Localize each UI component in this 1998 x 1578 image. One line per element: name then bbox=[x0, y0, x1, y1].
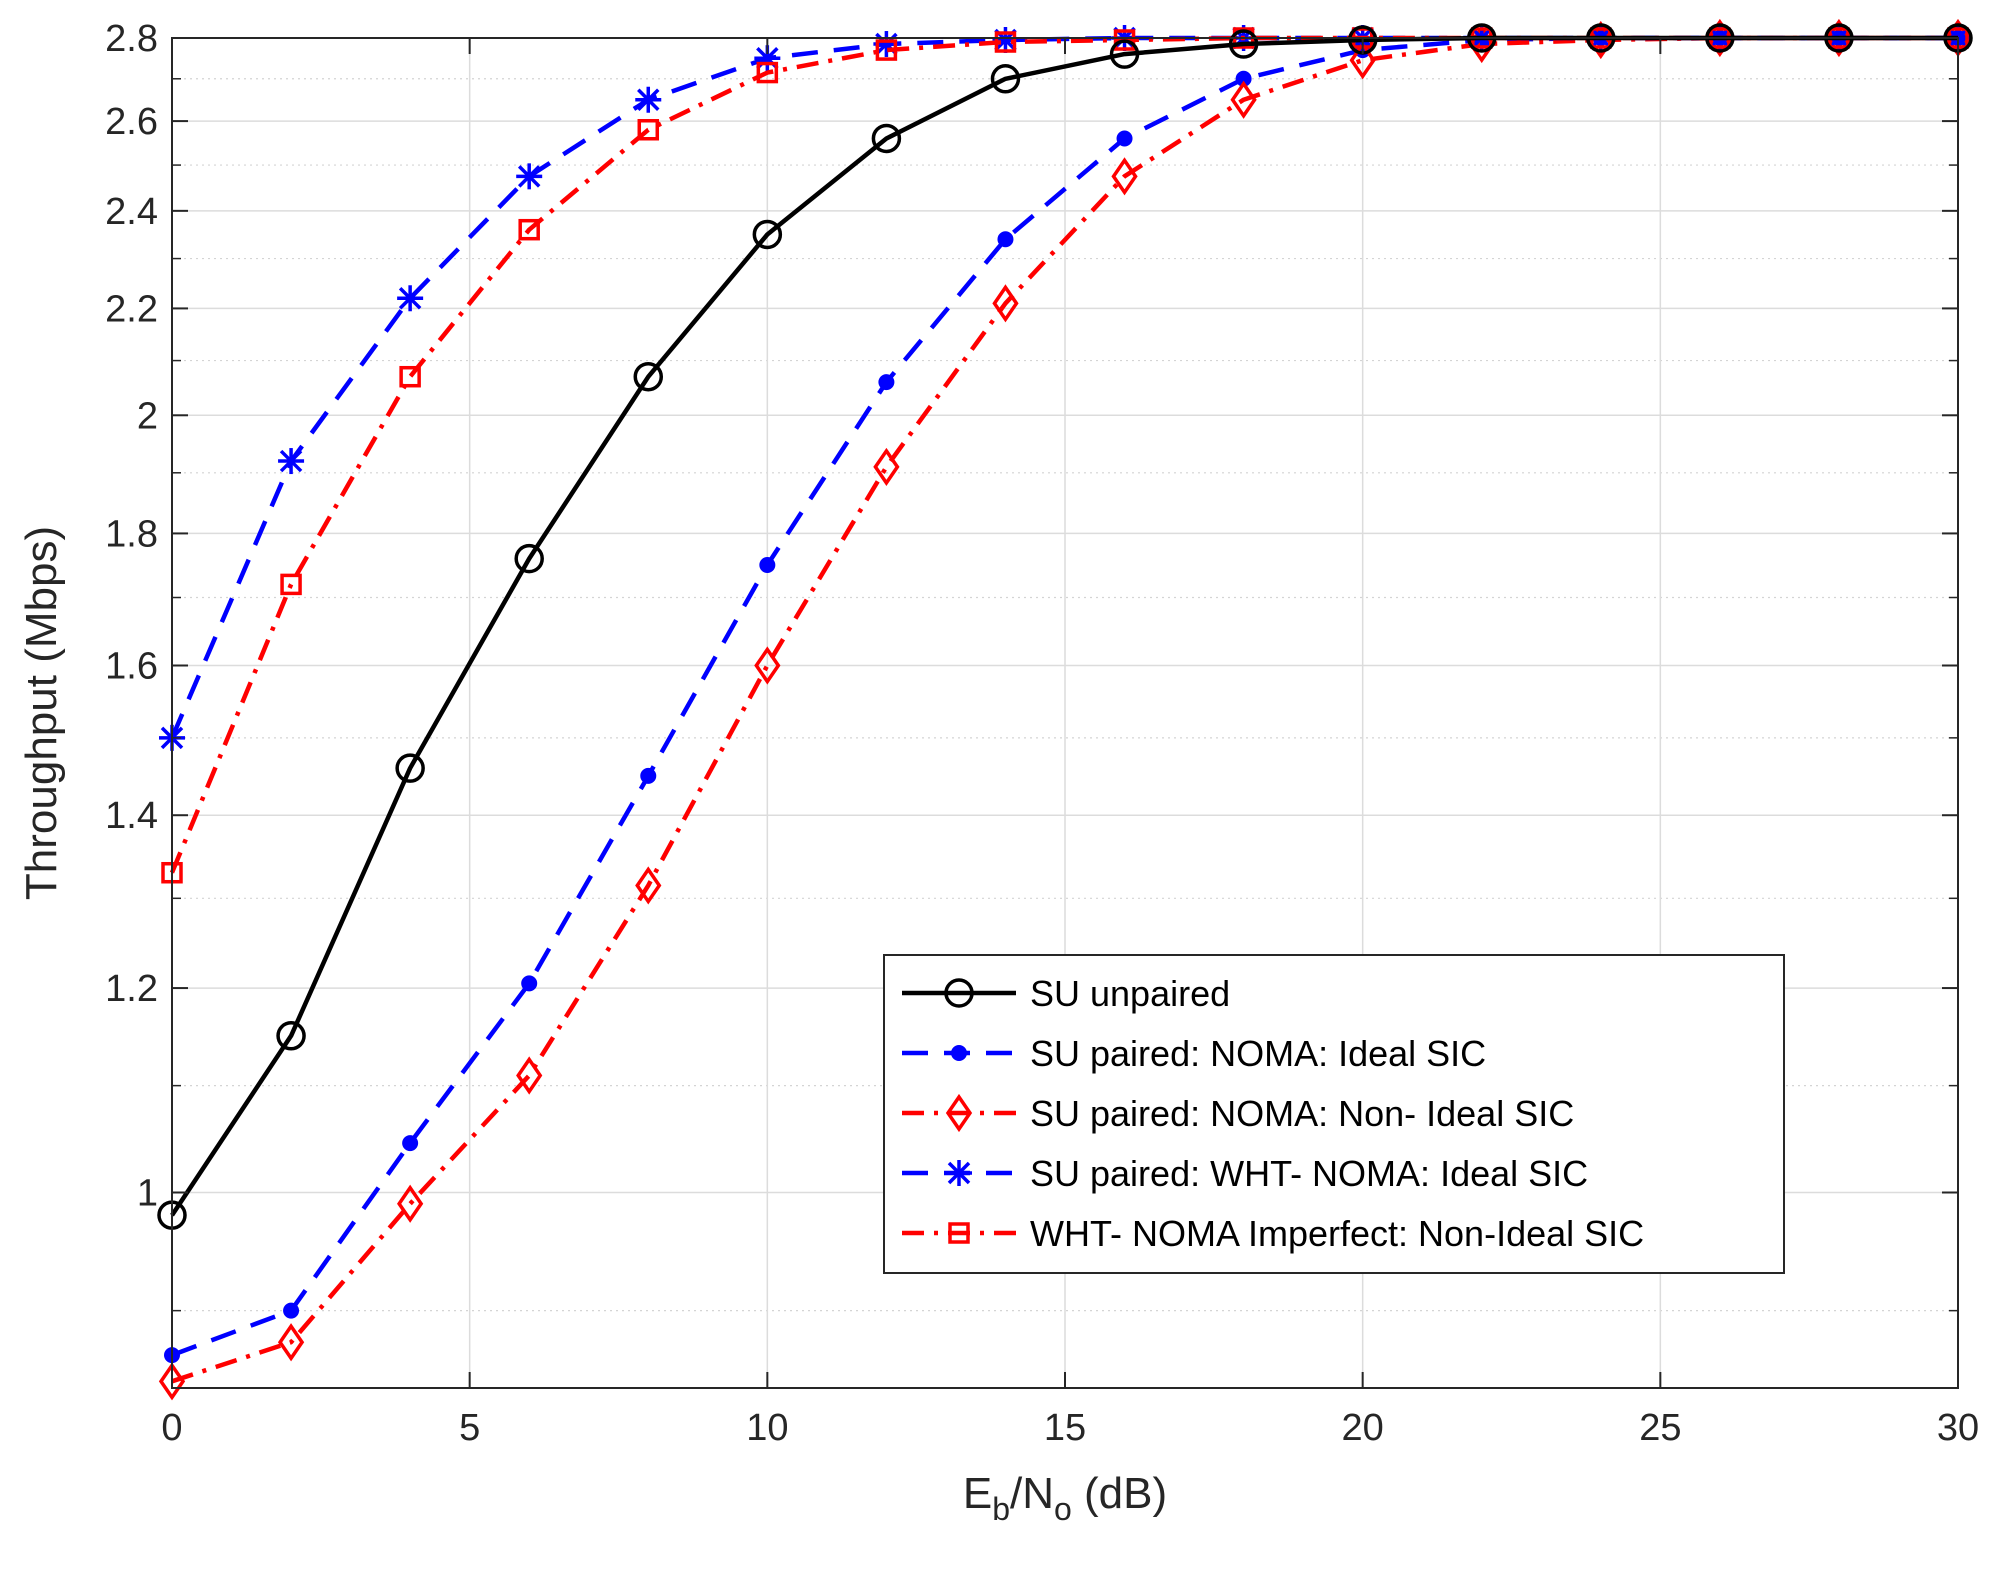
legend-label-noma-nonideal: SU paired: NOMA: Non- Ideal SIC bbox=[1030, 1093, 1574, 1134]
x-tick-label: 5 bbox=[459, 1407, 480, 1449]
data-point-dot bbox=[997, 231, 1014, 248]
data-point-dot bbox=[402, 1135, 419, 1152]
data-point-diamond bbox=[516, 1056, 543, 1095]
x-tick-label: 30 bbox=[1937, 1407, 1979, 1449]
x-label-sub2: o bbox=[1054, 1491, 1072, 1527]
data-point-dot bbox=[951, 1045, 967, 1061]
data-point-square bbox=[399, 365, 421, 388]
series-line bbox=[169, 35, 1958, 874]
y-tick-label: 1.8 bbox=[105, 513, 158, 555]
data-point-square bbox=[518, 218, 540, 241]
y-tick-label: 2.8 bbox=[105, 18, 158, 60]
data-point-dot bbox=[283, 1302, 300, 1319]
data-point-circle bbox=[944, 978, 974, 1008]
y-tick-label: 1.4 bbox=[105, 795, 158, 837]
x-tick-label: 20 bbox=[1342, 1407, 1384, 1449]
legend-sample-1 bbox=[902, 1045, 1016, 1061]
data-point-dot bbox=[878, 374, 895, 391]
data-point-circle bbox=[395, 753, 425, 783]
data-point-asterisk bbox=[946, 1160, 972, 1186]
y-tick-label: 1.2 bbox=[105, 968, 158, 1010]
x-tick-label: 10 bbox=[746, 1407, 788, 1449]
data-point-square bbox=[875, 39, 898, 61]
data-point-circle bbox=[1228, 29, 1259, 59]
data-point-dot bbox=[640, 767, 657, 784]
data-point-diamond bbox=[277, 1323, 305, 1362]
x-axis-label: Eb/No (dB) bbox=[963, 1469, 1167, 1527]
data-point-circle bbox=[990, 64, 1021, 94]
y-tick-label: 1.6 bbox=[105, 645, 158, 687]
legend-label-su-unpaired: SU unpaired bbox=[1030, 973, 1230, 1014]
legend: SU unpaired SU paired: NOMA: Ideal SIC S… bbox=[883, 954, 1785, 1274]
data-point-dot bbox=[521, 975, 538, 992]
asterisk-stroke bbox=[947, 1161, 971, 1185]
data-point-asterisk bbox=[278, 448, 305, 475]
legend-label-wht-noma-ideal: SU paired: WHT- NOMA: Ideal SIC bbox=[1030, 1153, 1588, 1194]
y-tick-label: 2 bbox=[137, 395, 158, 437]
y-tick-label: 2.4 bbox=[105, 191, 158, 233]
asterisk-stroke bbox=[517, 165, 541, 188]
data-point-square bbox=[637, 119, 660, 141]
y-axis-label: Throughput (Mbps) bbox=[17, 526, 66, 900]
data-point-square bbox=[756, 61, 779, 84]
legend-label-noma-ideal: SU paired: NOMA: Ideal SIC bbox=[1030, 1033, 1486, 1074]
data-point-square bbox=[994, 31, 1017, 53]
data-point-asterisk bbox=[397, 285, 424, 312]
legend-sample-4 bbox=[902, 1222, 1016, 1244]
legend-box bbox=[883, 954, 1785, 1274]
data-point-diamond bbox=[945, 1093, 973, 1133]
legend-entry-wht-noma-imperfect: WHT- NOMA Imperfect: Non-Ideal SIC bbox=[902, 1213, 1644, 1254]
legend-sample-3 bbox=[902, 1160, 1016, 1186]
legend-entry-noma-ideal: SU paired: NOMA: Ideal SIC bbox=[902, 1033, 1486, 1074]
data-point-diamond bbox=[992, 284, 1019, 323]
x-label-tail: (dB) bbox=[1072, 1469, 1167, 1518]
data-point-circle bbox=[1109, 39, 1140, 69]
data-point-circle bbox=[276, 1021, 306, 1051]
tick-labels: 0 5 10 15 20 25 30 1 1.2 1.4 1.6 1.8 2 2.2 2.4 2.6 2.8 bbox=[105, 18, 1979, 1449]
data-point-asterisk bbox=[635, 86, 662, 113]
data-point-square bbox=[1113, 29, 1136, 51]
series-line bbox=[171, 35, 1958, 1358]
axis-ticks bbox=[171, 37, 1959, 1388]
data-point-circle bbox=[514, 543, 544, 574]
y-tick-label: 1 bbox=[137, 1172, 158, 1214]
data-point-diamond bbox=[158, 1362, 186, 1401]
data-point-circle bbox=[871, 123, 902, 154]
x-label-main: E bbox=[963, 1469, 992, 1518]
data-point-diamond bbox=[873, 447, 900, 486]
x-tick-label: 15 bbox=[1044, 1407, 1086, 1449]
asterisk-stroke bbox=[637, 88, 660, 111]
asterisk-stroke bbox=[279, 449, 303, 473]
y-tick-label: 2.2 bbox=[105, 288, 158, 330]
data-point-circle bbox=[633, 361, 664, 392]
data-point-dot bbox=[1116, 130, 1133, 147]
y-tick-label: 2.6 bbox=[105, 101, 158, 143]
data-point-circle bbox=[752, 219, 783, 250]
data-point-diamond bbox=[397, 1184, 424, 1223]
data-point-square bbox=[948, 1222, 970, 1244]
data-point-diamond bbox=[754, 646, 781, 685]
legend-sample-2 bbox=[902, 1093, 1016, 1133]
asterisk-stroke bbox=[398, 287, 422, 310]
x-tick-label: 25 bbox=[1639, 1407, 1681, 1449]
x-tick-label: 0 bbox=[161, 1407, 182, 1449]
legend-label-wht-noma-imperfect: WHT- NOMA Imperfect: Non-Ideal SIC bbox=[1030, 1213, 1644, 1254]
data-point-diamond bbox=[635, 866, 662, 905]
data-point-square bbox=[280, 573, 302, 596]
legend-entry-wht-noma-ideal: SU paired: WHT- NOMA: Ideal SIC bbox=[902, 1153, 1588, 1194]
x-label-sub1: b bbox=[992, 1491, 1010, 1527]
x-label-mid: /N bbox=[1010, 1469, 1054, 1518]
data-point-diamond bbox=[1111, 157, 1138, 196]
data-point-dot bbox=[759, 557, 776, 574]
data-point-diamond bbox=[1230, 80, 1257, 119]
data-point-diamond bbox=[1349, 41, 1376, 80]
legend-sample-0 bbox=[902, 978, 1016, 1008]
legend-entry-noma-nonideal: SU paired: NOMA: Non- Ideal SIC bbox=[902, 1093, 1574, 1134]
data-point-asterisk bbox=[516, 163, 543, 190]
legend-entry-su-unpaired: SU unpaired bbox=[902, 973, 1230, 1014]
